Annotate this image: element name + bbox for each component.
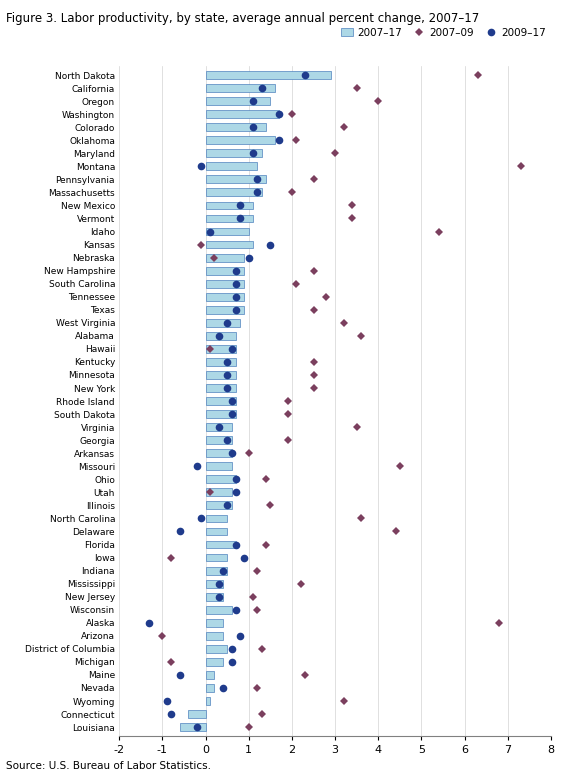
Bar [206, 698, 210, 705]
Bar [206, 163, 257, 170]
Bar [206, 423, 232, 431]
Text: Source: U.S. Bureau of Labor Statistics.: Source: U.S. Bureau of Labor Statistics. [6, 761, 211, 771]
Bar [206, 136, 275, 144]
Bar [206, 528, 227, 536]
Bar [206, 475, 236, 484]
Bar [206, 345, 236, 353]
Bar [206, 567, 227, 574]
Bar [206, 202, 253, 209]
Bar [206, 606, 232, 614]
Bar [206, 684, 214, 692]
Bar [206, 658, 223, 666]
Bar [206, 319, 240, 327]
Bar [189, 710, 206, 718]
Bar [206, 293, 244, 301]
Bar [206, 436, 232, 444]
Bar [206, 97, 270, 105]
Legend: 2007–17, 2007–09, 2009–17: 2007–17, 2007–09, 2009–17 [341, 27, 546, 37]
Bar [206, 410, 236, 418]
Bar [206, 306, 244, 314]
Bar [206, 228, 249, 236]
Bar [206, 384, 236, 392]
Bar [206, 371, 236, 379]
Bar [206, 397, 236, 405]
Text: Figure 3. Labor productivity, by state, average annual percent change, 2007–17: Figure 3. Labor productivity, by state, … [6, 12, 479, 25]
Bar [206, 241, 253, 249]
Bar [206, 71, 331, 79]
Bar [206, 280, 244, 288]
Bar [206, 175, 266, 183]
Bar [206, 150, 262, 157]
Bar [206, 123, 266, 131]
Bar [206, 110, 279, 118]
Bar [206, 84, 275, 92]
Bar [206, 553, 227, 561]
Bar [206, 253, 244, 261]
Bar [206, 501, 232, 509]
Bar [206, 619, 223, 627]
Bar [206, 332, 236, 339]
Bar [179, 723, 206, 731]
Bar [206, 215, 253, 222]
Bar [206, 449, 232, 457]
Bar [206, 358, 236, 366]
Bar [206, 593, 223, 601]
Bar [206, 488, 232, 496]
Bar [206, 267, 244, 274]
Bar [206, 188, 262, 196]
Bar [206, 515, 227, 522]
Bar [206, 645, 227, 653]
Bar [206, 580, 223, 587]
Bar [206, 463, 232, 470]
Bar [206, 671, 214, 679]
Bar [206, 541, 236, 549]
Bar [206, 632, 223, 639]
